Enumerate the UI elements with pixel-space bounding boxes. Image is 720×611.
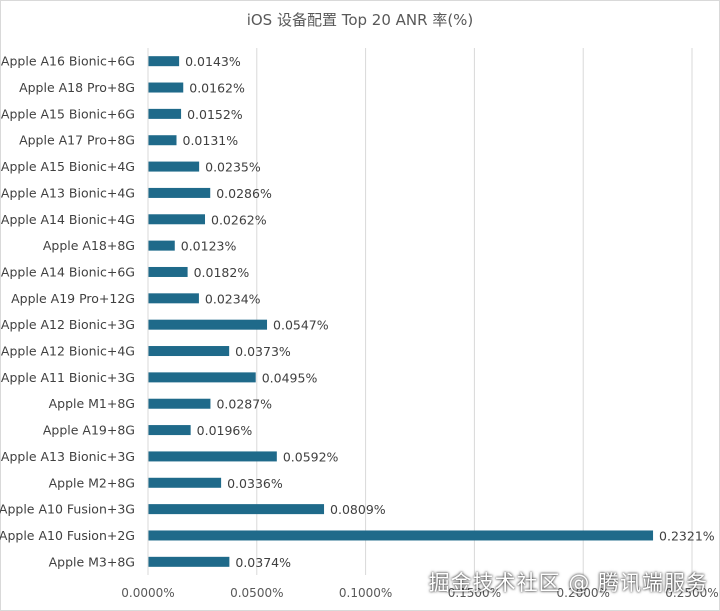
category-label: Apple A14 Bionic+4G <box>1 212 135 227</box>
bar <box>148 266 188 277</box>
data-label: 0.0547% <box>273 318 329 333</box>
category-label: Apple M2+8G <box>49 475 135 490</box>
data-label: 0.0152% <box>187 107 243 122</box>
bar <box>148 214 206 225</box>
category-label: Apple A10 Fusion+3G <box>0 502 135 517</box>
category-label: Apple A17 Pro+8G <box>19 133 135 148</box>
category-label: Apple A14 Bionic+6G <box>1 264 135 279</box>
data-label: 0.0809% <box>330 502 386 517</box>
data-label: 0.0196% <box>197 423 253 438</box>
category-label: Apple A19+8G <box>43 423 135 438</box>
data-label: 0.0234% <box>205 291 261 306</box>
bar <box>148 56 180 67</box>
bar <box>148 477 222 488</box>
bar <box>148 346 230 357</box>
bar <box>148 135 177 146</box>
category-label: Apple A13 Bionic+3G <box>1 449 135 464</box>
x-tick-label: 0.1500% <box>448 586 501 600</box>
data-label: 0.0131% <box>183 133 239 148</box>
x-tick-label: 0.1000% <box>339 586 392 600</box>
data-label: 0.0182% <box>194 265 250 280</box>
bar <box>148 108 182 119</box>
bar <box>148 161 200 172</box>
data-label: 0.2321% <box>659 528 715 543</box>
category-label: Apple A12 Bionic+3G <box>1 317 135 332</box>
data-label: 0.0235% <box>205 160 261 175</box>
category-label: Apple A15 Bionic+4G <box>1 159 135 174</box>
data-label: 0.0143% <box>185 54 241 69</box>
bar <box>148 425 191 436</box>
data-label: 0.0374% <box>235 555 291 570</box>
bar <box>148 398 211 409</box>
bar <box>148 504 325 515</box>
bar <box>148 530 654 541</box>
category-label: Apple A12 Bionic+4G <box>1 344 135 359</box>
bar <box>148 240 175 251</box>
bar <box>148 451 277 462</box>
category-label: Apple M1+8G <box>49 396 135 411</box>
chart-title: iOS 设备配置 Top 20 ANR 率(%) <box>246 11 474 29</box>
category-label: Apple M3+8G <box>49 554 135 569</box>
data-label: 0.0262% <box>211 212 267 227</box>
bar <box>148 293 199 304</box>
category-label: Apple A13 Bionic+4G <box>1 185 135 200</box>
x-tick-label: 0.2000% <box>557 586 610 600</box>
x-tick-label: 0.0000% <box>121 586 174 600</box>
data-label: 0.0123% <box>181 239 237 254</box>
bar <box>148 82 184 93</box>
bar <box>148 372 256 383</box>
data-label: 0.0336% <box>227 476 283 491</box>
category-label: Apple A18 Pro+8G <box>19 80 135 95</box>
data-label: 0.0592% <box>283 449 339 464</box>
category-label: Apple A15 Bionic+6G <box>1 106 135 121</box>
bar <box>148 556 230 567</box>
data-label: 0.0373% <box>235 344 291 359</box>
category-label: Apple A18+8G <box>43 238 135 253</box>
bar <box>148 319 268 330</box>
data-label: 0.0162% <box>189 81 245 96</box>
category-label: Apple A16 Bionic+6G <box>1 54 135 69</box>
category-label: Apple A10 Fusion+2G <box>0 528 135 543</box>
data-label: 0.0286% <box>216 186 272 201</box>
bar <box>148 187 211 198</box>
x-tick-label: 0.0500% <box>230 586 283 600</box>
category-label: Apple A11 Bionic+3G <box>1 370 135 385</box>
data-label: 0.0495% <box>262 370 318 385</box>
category-label: Apple A19 Pro+12G <box>11 291 135 306</box>
x-tick-label: 0.2500% <box>665 586 718 600</box>
data-label: 0.0287% <box>216 397 272 412</box>
watermark: 掘金技术社区 @ 腾讯端服务 <box>428 571 708 595</box>
